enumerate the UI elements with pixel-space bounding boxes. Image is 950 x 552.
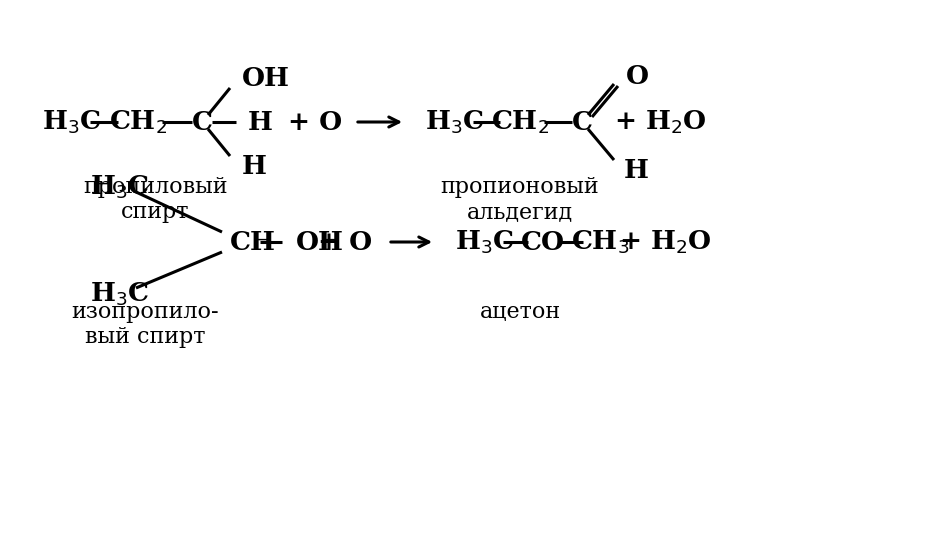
- Text: H$_3$C: H$_3$C: [90, 280, 149, 308]
- Text: CH$_2$: CH$_2$: [109, 108, 167, 136]
- Text: C: C: [572, 109, 593, 135]
- Text: изопропило-: изопропило-: [71, 301, 219, 323]
- Text: OH: OH: [296, 230, 344, 254]
- Text: пропионовый: пропионовый: [441, 176, 599, 198]
- Text: CO: CO: [521, 230, 565, 254]
- Text: спирт: спирт: [121, 201, 189, 223]
- Text: CH$_3$: CH$_3$: [571, 228, 629, 256]
- Text: H$_3$C: H$_3$C: [455, 228, 514, 256]
- Text: ацетон: ацетон: [480, 301, 560, 323]
- Text: + H$_2$O: + H$_2$O: [618, 228, 712, 256]
- Text: CH: CH: [230, 230, 276, 254]
- Text: пропиловый: пропиловый: [83, 176, 227, 198]
- Text: H$_3$C: H$_3$C: [90, 173, 149, 201]
- Text: вый спирт: вый спирт: [85, 326, 205, 348]
- Text: + H$_2$O: + H$_2$O: [614, 108, 707, 136]
- Text: H$_3$C: H$_3$C: [425, 108, 485, 136]
- Text: O: O: [626, 63, 649, 88]
- Text: C: C: [192, 109, 213, 135]
- Text: H: H: [242, 153, 267, 178]
- Text: OH: OH: [242, 66, 290, 91]
- Text: CH$_2$: CH$_2$: [491, 108, 549, 136]
- Text: + O: + O: [288, 109, 342, 135]
- Text: H: H: [624, 157, 649, 183]
- Text: H$_3$C: H$_3$C: [42, 108, 102, 136]
- Text: H: H: [248, 109, 273, 135]
- Text: альдегид: альдегид: [467, 201, 573, 223]
- Text: + O: + O: [318, 230, 372, 254]
